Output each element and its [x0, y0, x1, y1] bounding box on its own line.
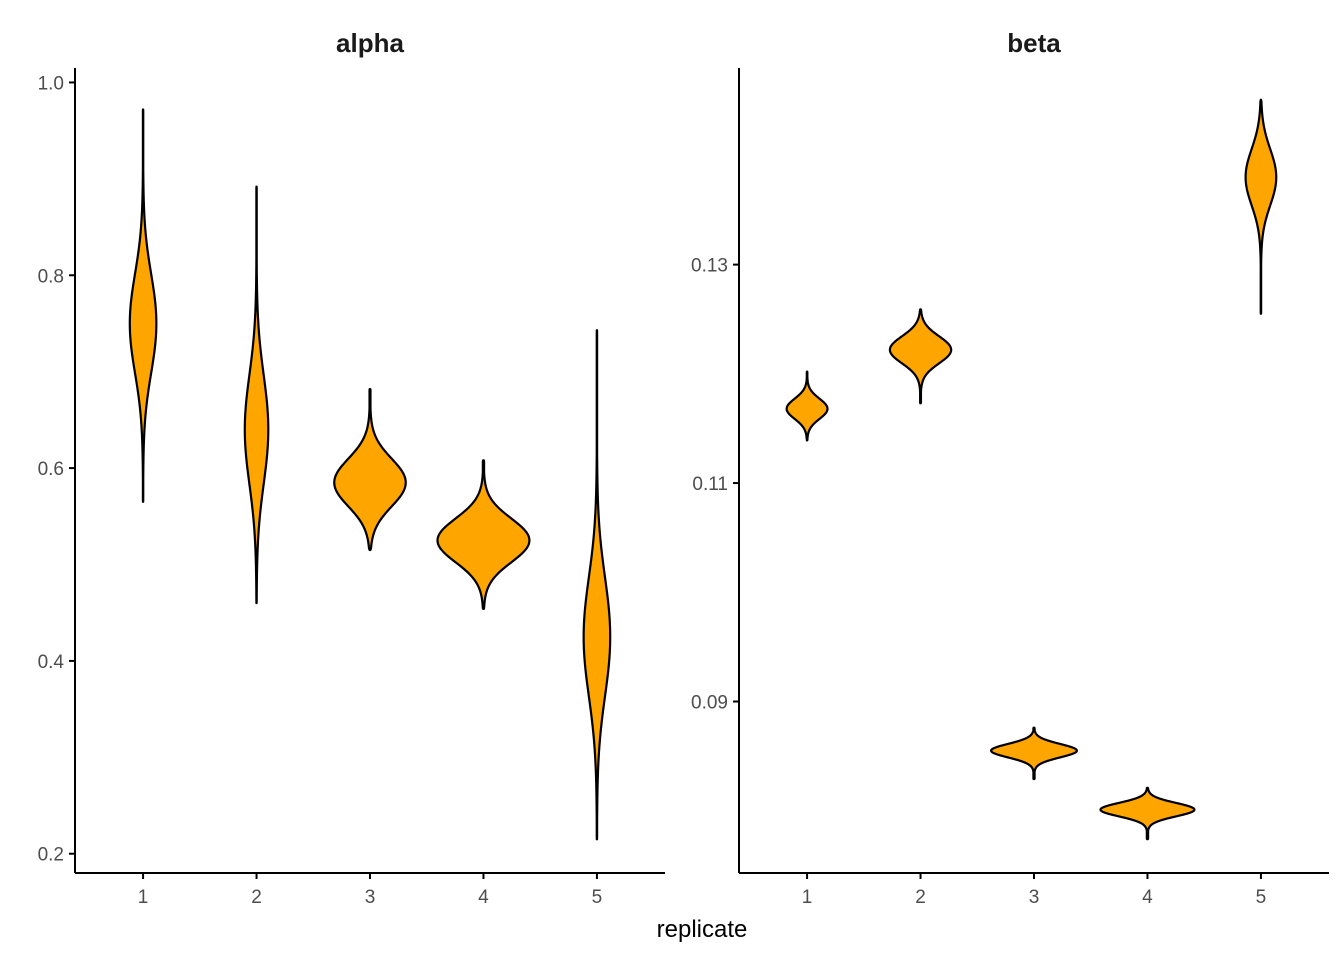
- x-tick-label: 1: [138, 887, 149, 908]
- panel-beta: beta 0.09 0.11 0.13 1 2 3 4 5: [691, 28, 1329, 908]
- x-tick-label: 3: [1029, 887, 1040, 908]
- x-tick-label: 5: [1256, 887, 1267, 908]
- x-axis-title: replicate: [657, 916, 748, 943]
- panel-title-alpha: alpha: [336, 28, 404, 58]
- violin-replicate-2: [888, 308, 953, 405]
- y-tick-label: 0.6: [38, 459, 64, 480]
- x-tick-label: 4: [478, 887, 489, 908]
- y-tick-label: 0.13: [691, 256, 728, 277]
- y-tick-label: 0.09: [691, 693, 728, 714]
- violin-replicate-2: [243, 185, 270, 605]
- x-tick-label: 1: [802, 887, 813, 908]
- y-tick-label: 0.4: [38, 652, 65, 673]
- violin-replicate-5: [582, 329, 612, 841]
- violin-replicate-1: [785, 370, 829, 442]
- x-tick-label: 2: [915, 887, 926, 908]
- y-tick-label: 1.0: [38, 73, 64, 94]
- violin-replicate-1: [128, 108, 158, 503]
- x-tick-label: 3: [365, 887, 376, 908]
- violin-replicate-3: [333, 387, 407, 552]
- y-tick-label: 0.8: [38, 266, 64, 287]
- violin-replicate-4: [1099, 786, 1196, 841]
- x-tick-label: 2: [251, 887, 262, 908]
- x-tick-label: 4: [1142, 887, 1153, 908]
- violin-replicate-4: [436, 459, 531, 610]
- panel-alpha: alpha 0.2 0.4 0.6 0.8 1.0 1 2 3 4 5: [38, 28, 665, 908]
- violin-replicate-3: [990, 726, 1078, 781]
- x-tick-label: 5: [592, 887, 603, 908]
- y-tick-label: 0.2: [38, 845, 64, 866]
- panel-title-beta: beta: [1007, 28, 1061, 58]
- violin-replicate-5: [1244, 98, 1278, 315]
- y-tick-label: 0.11: [692, 474, 728, 495]
